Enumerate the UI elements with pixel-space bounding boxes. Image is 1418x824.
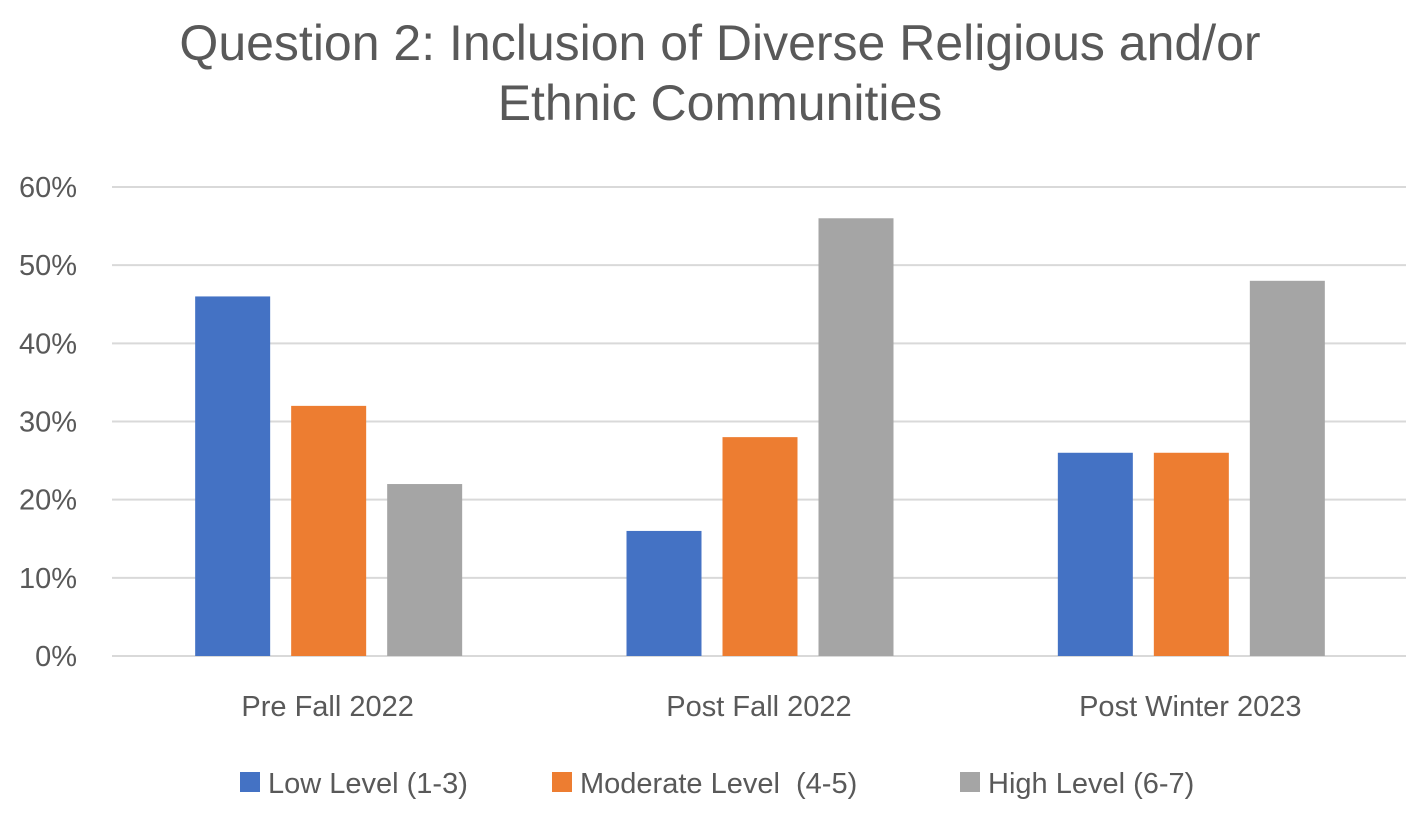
bar-1-2 [626,530,702,656]
legend-swatch-1 [240,772,260,792]
chart-title-line-2: Ethnic Communities [498,75,943,131]
bar-2-1 [291,405,367,656]
bar-1-1 [195,296,271,656]
legend-label-2: Moderate Level (4-5) [580,768,857,800]
legend-swatch-2 [552,772,572,792]
legend-label-1: Low Level (1-3) [268,768,468,800]
legend-label-3: High Level (6-7) [988,768,1194,800]
y-tick-label: 40% [19,328,77,360]
x-category-label: Post Fall 2022 [666,691,851,723]
legend: Low Level (1-3) Moderate Level (4-5) High … [240,768,1194,800]
y-axis-tick-labels: 0% 10% 20% 30% 40% 50% 60% [19,172,77,673]
legend-swatch-3 [960,772,980,792]
x-category-label: Post Winter 2023 [1079,691,1301,723]
y-tick-label: 60% [19,172,77,204]
y-tick-label: 50% [19,250,77,282]
chart-title: Question 2: Inclusion of Diverse Religio… [179,15,1260,131]
bars [195,218,1325,656]
chart-title-line-1: Question 2: Inclusion of Diverse Religio… [179,15,1260,71]
bar-3-1 [387,484,463,656]
bar-3-2 [818,218,894,656]
bar-3-3 [1249,280,1325,656]
y-tick-label: 0% [35,641,77,673]
x-category-label: Pre Fall 2022 [241,691,414,723]
bar-2-3 [1153,452,1229,656]
y-tick-label: 10% [19,563,77,595]
y-tick-label: 20% [19,485,77,517]
x-axis-category-labels: Pre Fall 2022 Post Fall 2022 Post Winter 2… [241,691,1301,723]
y-tick-label: 30% [19,407,77,439]
bar-1-3 [1057,452,1133,656]
bar-2-2 [722,437,798,656]
